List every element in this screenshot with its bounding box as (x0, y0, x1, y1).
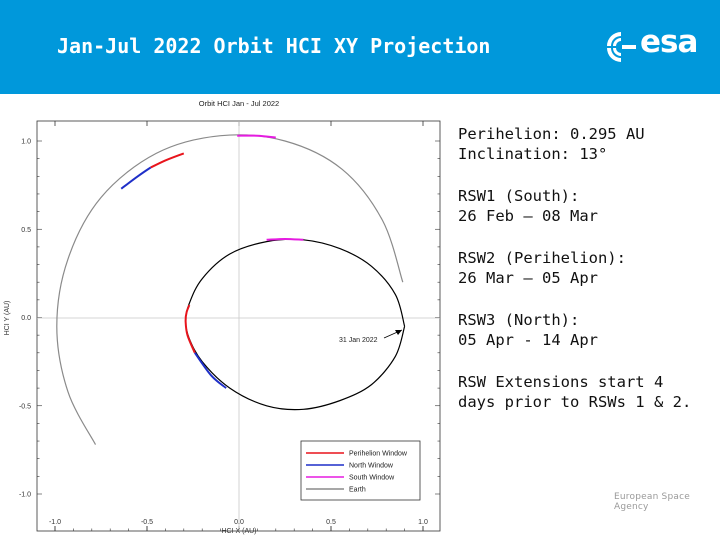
x-tick-label: -1.0 (49, 519, 61, 526)
agency-name: European Space Agency (614, 492, 690, 512)
x-tick-label: 0.0 (234, 519, 244, 526)
south-window-segment (237, 134, 276, 139)
tick-marks (37, 121, 440, 531)
slide-title: Jan-Jul 2022 Orbit HCI XY Projection (57, 34, 491, 58)
plot-frame (36, 120, 441, 532)
legend-label: Earth (349, 487, 366, 494)
y-tick-label: 0.5 (21, 227, 31, 234)
y-axis-label: HCI Y (AU) (4, 301, 11, 336)
info-rsw3: RSW3 (North): 05 Apr - 14 Apr (458, 311, 598, 349)
orbit-chart: Orbit HCI Jan - Jul 2022 -1.0 -0.5 0.0 0.5 1… (4, 99, 441, 535)
chart-title: Orbit HCI Jan - Jul 2022 (199, 99, 279, 108)
info-rsw1: RSW1 (South): 26 Feb – 08 Mar (458, 187, 598, 225)
y-tick-label: -1.0 (19, 492, 31, 499)
perihelion-window-segment (150, 152, 185, 169)
header-bar: Jan-Jul 2022 Orbit HCI XY Projection esa (0, 0, 720, 94)
x-tick-label: 0.5 (326, 519, 336, 526)
orbit-curves (56, 134, 406, 445)
perihelion-window-segment (184, 304, 196, 354)
x-tick-label: 1.0 (418, 519, 428, 526)
legend-label: North Window (349, 463, 394, 470)
x-tick-labels: -1.0 -0.5 0.0 0.5 1.0 (49, 519, 428, 526)
esa-wordmark: esa (640, 24, 698, 60)
info-panel: Perihelion: 0.295 AU Inclination: 13° RS… (458, 124, 713, 434)
legend-label: South Window (349, 475, 395, 482)
x-tick-label: -0.5 (141, 519, 153, 526)
info-extensions: RSW Extensions start 4 days prior to RSW… (458, 373, 692, 411)
north-window-segment (120, 166, 152, 190)
y-tick-label: 0.0 (21, 315, 31, 322)
annotation-arrowhead (395, 330, 402, 335)
y-tick-labels: 1.0 0.5 0.0 -0.5 -1.0 (19, 139, 31, 499)
solar-orbiter-orbit-line (184, 238, 406, 411)
info-orbit-params: Perihelion: 0.295 AU Inclination: 13° (458, 125, 645, 163)
earth-orbit-line (56, 134, 404, 445)
chart-legend: Perihelion Window North Window South Windo… (300, 440, 421, 501)
north-window-segment (193, 352, 227, 389)
y-tick-label: -0.5 (19, 403, 31, 410)
legend-label: Perihelion Window (349, 451, 408, 458)
esa-logo-icon (607, 32, 636, 62)
info-rsw2: RSW2 (Perihelion): 26 Mar – 05 Apr (458, 249, 626, 287)
x-axis-label: HCI X (AU) (222, 528, 257, 535)
y-tick-label: 1.0 (21, 139, 31, 146)
legend-box (300, 440, 421, 501)
south-window-segment (266, 237, 304, 241)
date-annotation: 31 Jan 2022 (339, 337, 378, 344)
